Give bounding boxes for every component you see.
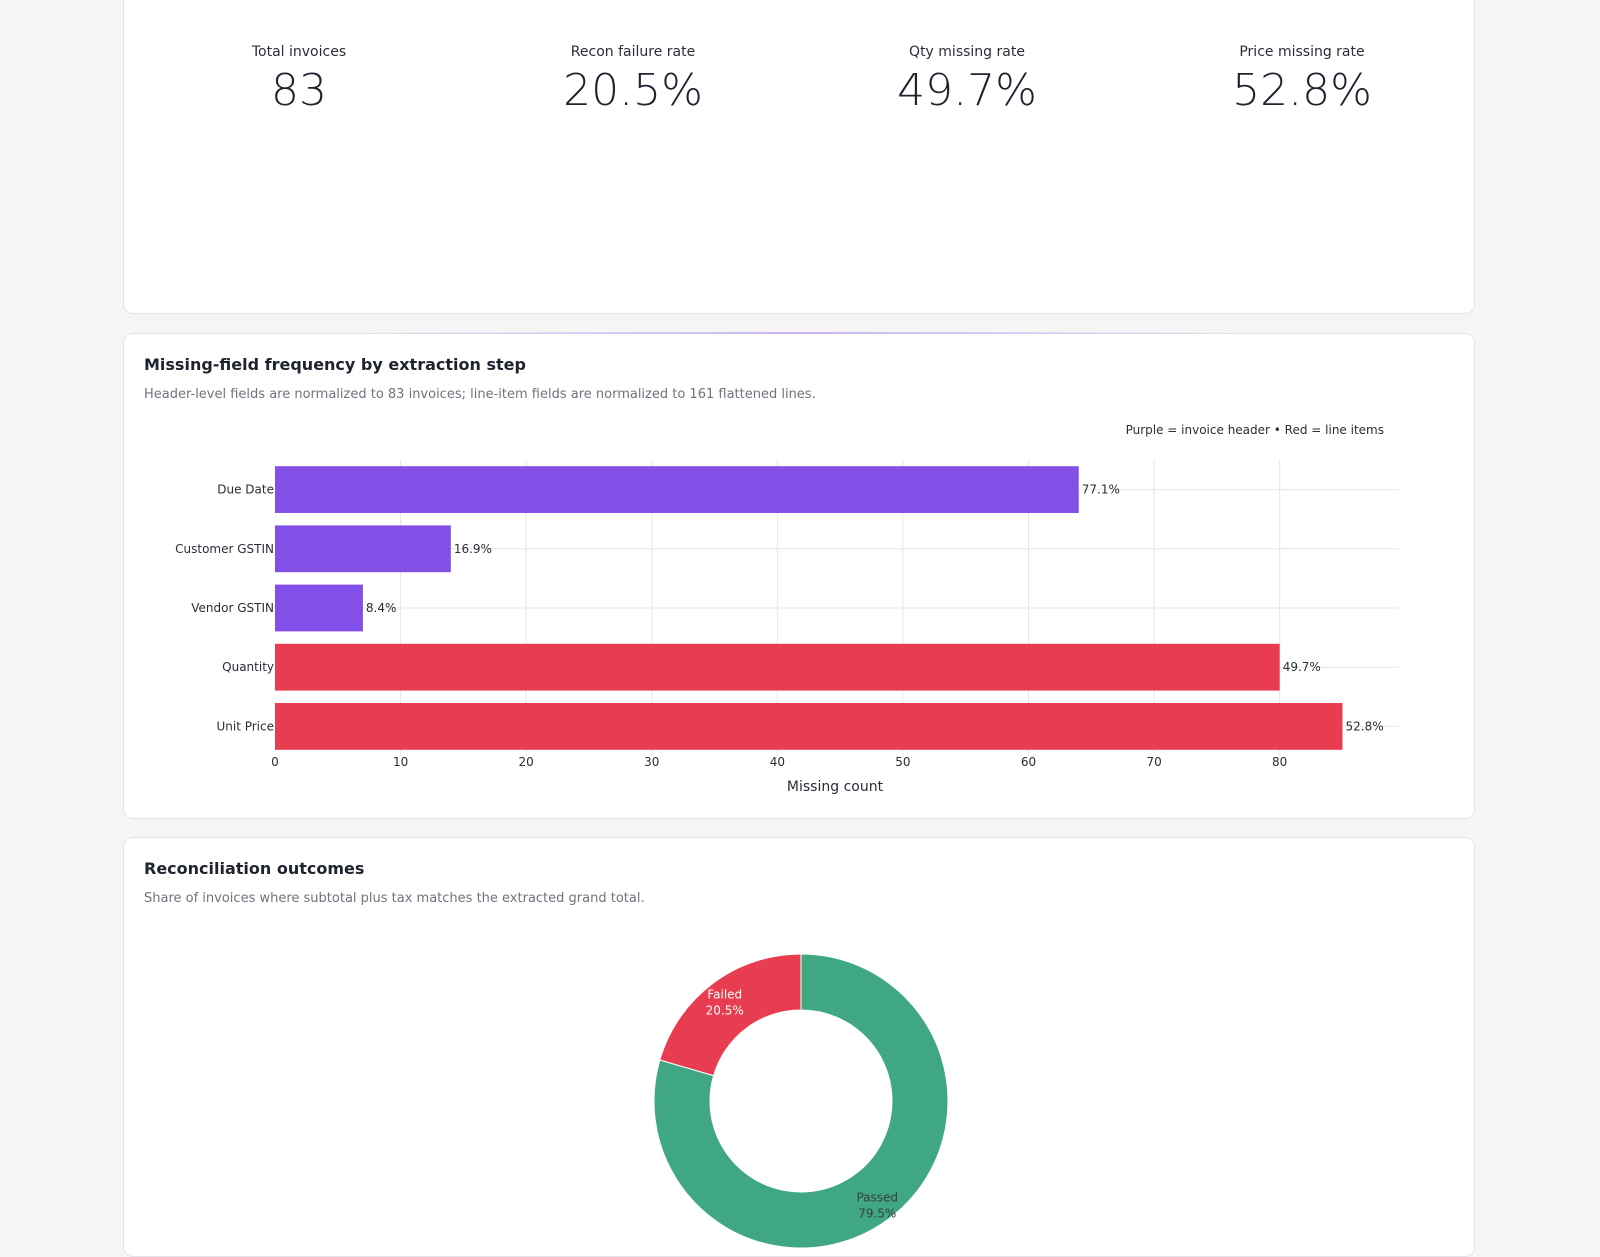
category-label: Quantity bbox=[222, 660, 274, 674]
bar-data-label: 8.4% bbox=[366, 601, 397, 615]
kpi-recon-failure-rate: Recon failure rate 20.5% bbox=[483, 42, 783, 118]
x-axis-title: Missing count bbox=[787, 779, 884, 795]
donut-slices bbox=[653, 953, 949, 1249]
kpi-value: 83 bbox=[271, 65, 327, 116]
category-label: Customer GSTIN bbox=[175, 542, 274, 556]
kpi-label: Recon failure rate bbox=[570, 44, 696, 60]
missing-field-card: Missing-field frequency by extraction st… bbox=[123, 332, 1475, 819]
kpi-card: Total invoices 83 Recon failure rate 20.… bbox=[123, 0, 1475, 314]
category-label: Unit Price bbox=[216, 719, 274, 733]
bar-unit-price bbox=[275, 703, 1343, 750]
bar-data-label: 52.8% bbox=[1345, 719, 1383, 733]
kpi-label: Price missing rate bbox=[1239, 44, 1365, 60]
x-tick-label: 60 bbox=[1021, 755, 1036, 769]
bar-data-label: 77.1% bbox=[1082, 483, 1120, 497]
bar-data-label: 49.7% bbox=[1283, 660, 1321, 674]
kpi-label: Qty missing rate bbox=[909, 44, 1025, 60]
kpi-value: 52.8% bbox=[1232, 65, 1372, 116]
x-tick-label: 40 bbox=[770, 755, 785, 769]
x-tick-label: 10 bbox=[393, 755, 408, 769]
x-tick-label: 80 bbox=[1272, 755, 1287, 769]
bar-vendor-gstin bbox=[275, 584, 363, 632]
x-tick-label: 70 bbox=[1146, 755, 1161, 769]
missing-field-bar-chart: 77.1% 16.9% 8.4% 49.7% 52.8% Due Date Custome… bbox=[175, 423, 1399, 795]
bar-due-date bbox=[275, 466, 1079, 513]
x-tick-label: 50 bbox=[895, 755, 910, 769]
slice-passed bbox=[653, 953, 949, 1249]
bar-marks: 77.1% 16.9% 8.4% 49.7% 52.8% bbox=[275, 466, 1384, 750]
section-title: Missing-field frequency by extraction st… bbox=[144, 355, 526, 374]
x-tick-label: 20 bbox=[519, 755, 534, 769]
kpi-value: 49.7% bbox=[897, 65, 1037, 116]
slice-percent: 79.5% bbox=[858, 1207, 896, 1221]
category-label: Due Date bbox=[217, 483, 274, 497]
reconciliation-card: Reconciliation outcomes Share of invoice… bbox=[123, 837, 1475, 1257]
section-subtitle: Header-level fields are normalized to 83… bbox=[144, 387, 816, 402]
category-label: Vendor GSTIN bbox=[191, 601, 274, 615]
card-accent-line bbox=[344, 332, 1254, 334]
slice-label: Failed bbox=[707, 987, 742, 1001]
slice-failed bbox=[659, 953, 802, 1077]
kpi-value: 20.5% bbox=[563, 65, 703, 116]
bar-customer-gstin bbox=[275, 525, 451, 573]
reconciliation-donut-chart: Passed 79.5% Failed 20.5% bbox=[653, 953, 949, 1249]
x-tick-label: 0 bbox=[271, 755, 279, 769]
section-subtitle: Share of invoices where subtotal plus ta… bbox=[144, 891, 645, 906]
x-tick-label: 30 bbox=[644, 755, 659, 769]
bar-data-label: 16.9% bbox=[454, 542, 492, 556]
bar-x-ticks: 0 10 20 30 40 50 60 70 80 bbox=[271, 755, 1287, 769]
bar-quantity bbox=[275, 643, 1280, 691]
slice-label: Passed bbox=[856, 1191, 898, 1205]
section-title: Reconciliation outcomes bbox=[144, 859, 365, 878]
kpi-price-missing-rate: Price missing rate 52.8% bbox=[1152, 42, 1452, 118]
kpi-total-invoices: Total invoices 83 bbox=[149, 42, 449, 118]
kpi-qty-missing-rate: Qty missing rate 49.7% bbox=[817, 42, 1117, 118]
kpi-label: Total invoices bbox=[251, 44, 347, 60]
legend-note: Purple = invoice header • Red = line ite… bbox=[1126, 423, 1384, 437]
slice-percent: 20.5% bbox=[706, 1003, 744, 1017]
bar-category-labels: Due Date Customer GSTIN Vendor GSTIN Quanti… bbox=[175, 483, 274, 734]
